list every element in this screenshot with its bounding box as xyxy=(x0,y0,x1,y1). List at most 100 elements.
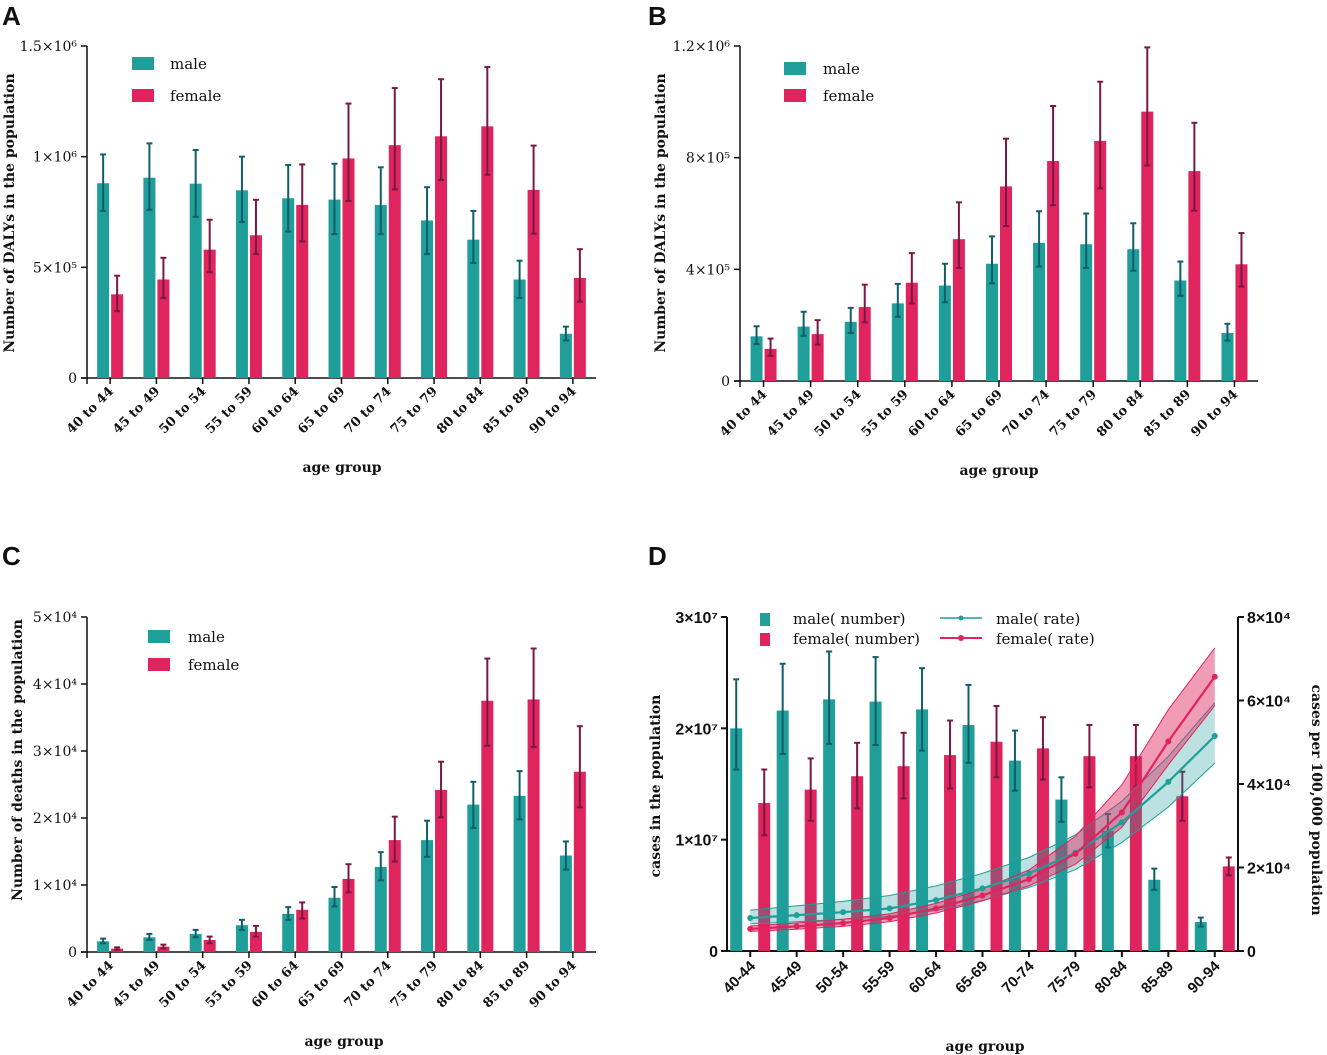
bar-female xyxy=(249,931,262,952)
bar-female xyxy=(203,249,216,378)
x-tick-label: 80-84 xyxy=(1092,957,1132,997)
x-tick-label: 85-89 xyxy=(1138,958,1177,997)
panel-d-legend-male-number-swatch xyxy=(760,613,770,626)
x-tick-label: 40 to 44 xyxy=(717,387,770,440)
y2-tick-label: 6×10⁴ xyxy=(1247,694,1291,711)
bar-male xyxy=(1033,242,1046,381)
bar-male xyxy=(750,336,763,381)
bar-female xyxy=(527,189,540,378)
panel-b-legend-male: male xyxy=(823,60,860,78)
y-tick-label: 3×10⁷ xyxy=(675,610,718,627)
bar-female xyxy=(573,771,586,952)
bar-female xyxy=(481,126,494,379)
bar-female xyxy=(296,909,309,952)
bar-male xyxy=(97,941,110,952)
bar-male xyxy=(143,937,156,952)
rate-band-female( rate) xyxy=(750,647,1215,932)
x-tick-label: 65 to 69 xyxy=(953,387,1006,440)
bar-female xyxy=(764,348,777,381)
rate-point-female( rate) xyxy=(1211,673,1218,680)
bar-female( number) xyxy=(1036,748,1049,951)
y-tick-label: 1×10⁶ xyxy=(33,150,77,166)
panel-c-xlabel: age group xyxy=(304,1034,383,1050)
rate-point-female( rate) xyxy=(1025,876,1032,883)
x-tick-label: 90-94 xyxy=(1184,957,1224,997)
x-tick-label: 90 to 94 xyxy=(1188,387,1241,440)
panel-d-legend-female-number: female( number) xyxy=(793,630,920,648)
bar-male xyxy=(1174,280,1187,381)
y-tick-label: 4×10⁴ xyxy=(33,677,77,693)
x-tick-label: 60 to 64 xyxy=(249,384,302,437)
bar-female( number) xyxy=(851,776,864,951)
rate-band-lower-female( rate) xyxy=(750,705,1216,932)
bar-female xyxy=(952,239,965,381)
bar-female( number) xyxy=(1222,866,1235,951)
bar-male xyxy=(1080,244,1093,381)
rate-point-male( rate) xyxy=(979,885,986,892)
bar-male( number) xyxy=(869,701,882,951)
rate-point-female( rate) xyxy=(840,920,847,927)
x-tick-label: 50 to 54 xyxy=(157,384,210,437)
bar-female xyxy=(905,282,918,381)
bar-male xyxy=(559,333,572,378)
bar-male xyxy=(374,204,387,378)
y-tick-label: 5×10⁴ xyxy=(33,610,77,626)
bar-male xyxy=(328,199,341,378)
panel-d-legend-male-number: male( number) xyxy=(793,610,906,628)
rate-point-male( rate) xyxy=(1118,819,1125,826)
rate-point-female( rate) xyxy=(1118,809,1125,816)
bar-female xyxy=(435,136,448,378)
panel-c-legend-male-swatch xyxy=(148,630,170,643)
bar-female( number) xyxy=(944,755,957,951)
x-tick-label: 75 to 79 xyxy=(1047,387,1100,440)
x-tick-label: 40 to 44 xyxy=(64,384,117,437)
panel-a-legend-female: female xyxy=(170,87,221,105)
x-tick-label: 75-79 xyxy=(1045,958,1084,997)
y2-tick-label: 2×10⁴ xyxy=(1247,861,1291,878)
x-tick-label: 75 to 79 xyxy=(388,384,441,437)
bar-male xyxy=(986,263,998,381)
x-tick-label: 85 to 89 xyxy=(480,384,533,437)
x-tick-label: 80 to 84 xyxy=(434,958,487,1011)
panel-c-ylabel: Number of deaths in the population xyxy=(10,619,26,901)
bar-male( number) xyxy=(1101,830,1114,951)
bar-female xyxy=(1047,161,1060,381)
x-tick-label: 55 to 59 xyxy=(203,384,256,437)
bar-female xyxy=(481,700,494,952)
bar-male( number) xyxy=(730,728,743,951)
bar-male xyxy=(559,855,572,952)
bar-male xyxy=(282,198,295,378)
bar-female( number) xyxy=(804,789,817,951)
panel-b-xlabel: age group xyxy=(959,463,1038,479)
bar-male xyxy=(235,190,248,378)
bar-male xyxy=(1221,332,1234,381)
bar-female xyxy=(811,334,824,381)
bar-female( number) xyxy=(990,741,1003,951)
bar-female xyxy=(249,235,262,378)
y2-tick-label: 0 xyxy=(1247,944,1256,961)
x-tick-label: 70 to 74 xyxy=(342,958,395,1011)
y-tick-label: 0 xyxy=(721,374,730,390)
panel-d-legend-male-rate-dot xyxy=(958,615,964,621)
panel-a-legend-male-swatch xyxy=(132,57,154,70)
bar-male xyxy=(282,913,295,952)
y-tick-label: 1×10⁴ xyxy=(33,878,77,894)
rate-point-female( rate) xyxy=(886,915,893,922)
y2-tick-label: 4×10⁴ xyxy=(1247,777,1291,794)
bar-male xyxy=(513,279,526,378)
bar-female xyxy=(296,204,309,378)
x-tick-label: 45 to 49 xyxy=(110,384,163,437)
rate-point-female( rate) xyxy=(747,925,754,932)
x-tick-label: 85 to 89 xyxy=(480,958,533,1011)
bar-male xyxy=(421,840,434,952)
rate-point-male( rate) xyxy=(747,915,754,922)
bar-male( number) xyxy=(916,709,929,951)
bar-male xyxy=(235,925,248,952)
rate-point-female( rate) xyxy=(793,923,800,930)
rate-point-female( rate) xyxy=(933,905,940,912)
rate-point-male( rate) xyxy=(840,909,847,916)
x-tick-label: 45 to 49 xyxy=(764,387,817,440)
panel-label-d: D xyxy=(648,541,667,571)
bar-male xyxy=(1127,249,1140,381)
x-tick-label: 55 to 59 xyxy=(859,387,912,440)
